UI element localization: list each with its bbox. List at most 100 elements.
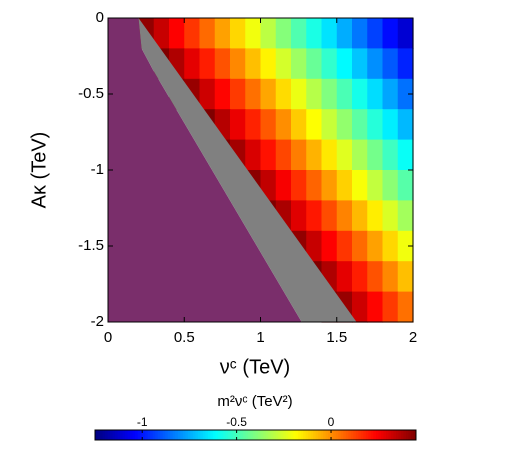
y-tick-label: 0 <box>96 9 104 26</box>
colorbar-swatch <box>378 430 382 440</box>
heat-cell <box>336 139 353 171</box>
heat-cell <box>352 109 368 141</box>
heat-cell <box>382 170 399 201</box>
x-tick-label: 2 <box>409 329 417 346</box>
colorbar-swatch <box>172 430 176 440</box>
colorbar-swatch <box>305 430 309 440</box>
colorbar-swatch <box>200 430 204 440</box>
colorbar-swatch <box>150 430 154 440</box>
heat-cell <box>367 18 384 49</box>
heat-cell <box>382 200 399 232</box>
heat-cell <box>291 170 307 201</box>
colorbar-swatch <box>242 430 246 440</box>
colorbar-swatch <box>278 430 282 440</box>
heat-cell <box>397 230 414 262</box>
colorbar-swatch <box>353 430 357 440</box>
colorbar-swatch <box>240 430 244 440</box>
heat-cell <box>199 78 216 110</box>
colorbar-swatch <box>227 430 231 440</box>
heat-cell <box>367 109 384 141</box>
colorbar-swatch <box>370 430 374 440</box>
colorbar-swatch <box>413 430 417 440</box>
heat-cell <box>184 18 201 49</box>
colorbar-swatch <box>343 430 347 440</box>
colorbar-swatch <box>303 430 307 440</box>
heat-cell <box>367 139 384 171</box>
colorbar-swatch <box>270 430 274 440</box>
x-tick-label: 1 <box>256 329 264 346</box>
colorbar-swatch <box>102 430 106 440</box>
heat-cell <box>153 18 170 49</box>
colorbar-tick-label: -0.5 <box>226 415 247 429</box>
colorbar-swatch <box>167 430 171 440</box>
x-axis-label: νᶜ (TeV) <box>220 356 290 378</box>
colorbar-swatch <box>210 430 214 440</box>
colorbar-swatch <box>222 430 226 440</box>
heat-cell <box>397 291 414 323</box>
heat-cell <box>275 139 292 171</box>
colorbar-swatch <box>192 430 196 440</box>
colorbar-swatch <box>400 430 404 440</box>
heat-cell <box>275 170 292 201</box>
heat-cell <box>199 18 216 49</box>
x-tick-label: 1.5 <box>326 329 347 346</box>
colorbar-frame <box>94 429 417 441</box>
colorbar-swatch <box>308 430 312 440</box>
heat-cell <box>367 48 384 80</box>
heat-cell <box>397 18 414 49</box>
heat-cell <box>291 200 307 232</box>
colorbar-swatch <box>207 430 211 440</box>
heat-cell <box>397 109 414 141</box>
colorbar-swatch <box>258 430 262 440</box>
heat-cell <box>199 48 216 80</box>
heat-cell <box>245 18 262 49</box>
heat-cell <box>352 200 368 232</box>
colorbar-swatch <box>157 430 161 440</box>
colorbar-swatch <box>160 430 164 440</box>
colorbar-swatch <box>247 430 251 440</box>
colorbar-swatch <box>162 430 166 440</box>
colorbar-swatch <box>212 430 216 440</box>
colorbar-swatch <box>117 430 121 440</box>
colorbar-swatch <box>340 430 344 440</box>
heat-cell <box>291 18 307 49</box>
heat-cell <box>230 78 246 110</box>
heat-cell <box>352 291 368 323</box>
colorbar-swatch <box>165 430 169 440</box>
colorbar-swatch <box>320 430 324 440</box>
heat-cell <box>397 261 414 293</box>
colorbar-swatch <box>122 430 126 440</box>
heat-cell <box>336 230 353 262</box>
colorbar-swatch <box>358 430 362 440</box>
colorbar-swatch <box>187 430 191 440</box>
colorbar-swatch <box>152 430 156 440</box>
colorbar-swatch <box>405 430 409 440</box>
colorbar-swatch <box>375 430 379 440</box>
heat-cell <box>214 48 231 80</box>
colorbar-swatch <box>125 430 129 440</box>
heat-cell <box>352 48 368 80</box>
heat-cell <box>336 78 353 110</box>
heat-cell <box>382 230 399 262</box>
colorbar-swatch <box>283 430 287 440</box>
heat-cell <box>382 139 399 171</box>
colorbar-swatch <box>215 430 219 440</box>
colorbar-swatch <box>395 430 399 440</box>
heat-cell <box>184 48 201 80</box>
colorbar-swatch <box>288 430 292 440</box>
colorbar-swatch <box>155 430 159 440</box>
heat-cell <box>336 109 353 141</box>
heat-cell <box>336 170 353 201</box>
heat-cell <box>245 48 262 80</box>
heat-cell <box>230 109 246 141</box>
heat-cell <box>245 139 262 171</box>
colorbar-swatch <box>263 430 267 440</box>
colorbar-swatch <box>280 430 284 440</box>
colorbar-swatch <box>385 430 389 440</box>
colorbar-swatch <box>100 430 104 440</box>
colorbar-swatch <box>338 430 342 440</box>
colorbar-swatch <box>237 430 241 440</box>
colorbar-swatch <box>175 430 179 440</box>
heat-cell <box>245 109 262 141</box>
heat-cell <box>321 109 338 141</box>
